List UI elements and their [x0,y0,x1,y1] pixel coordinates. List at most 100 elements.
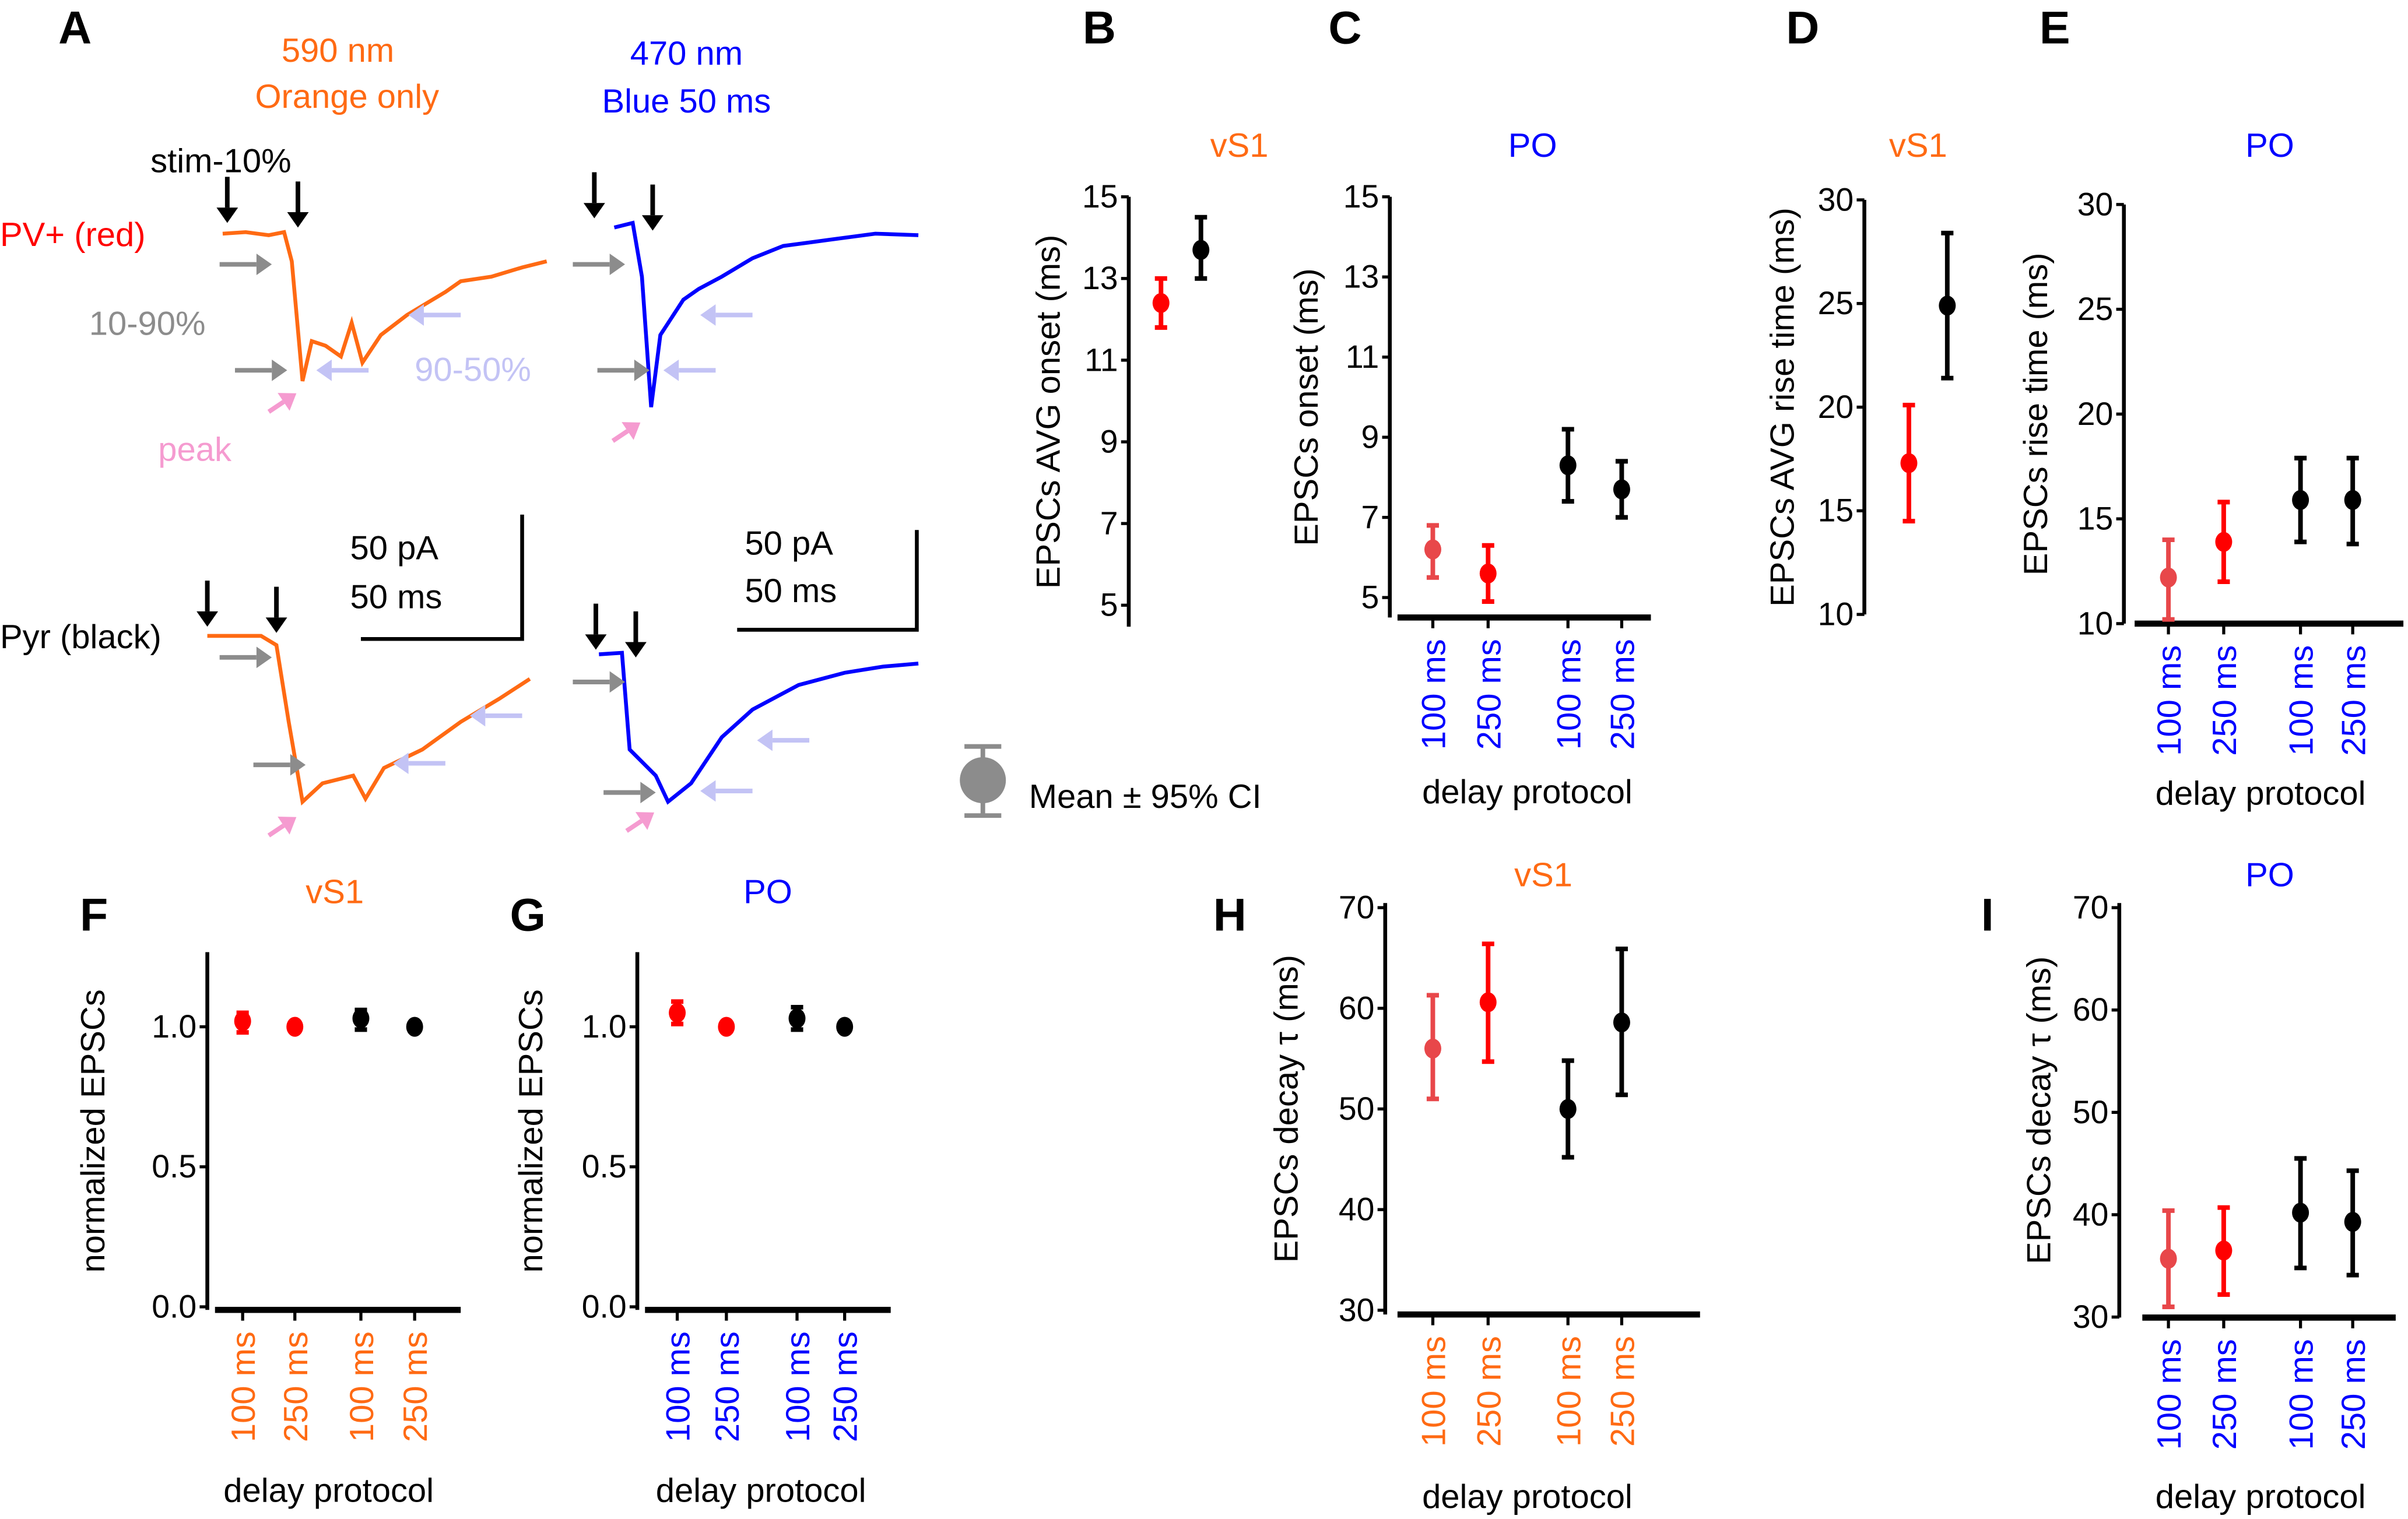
decay-arrow-icon [663,359,716,381]
data-point [2160,537,2177,622]
data-point [1424,523,1441,580]
x-axis-label: delay protocol [2156,1478,2366,1516]
data-point [1939,230,1956,381]
blue-title-wavelength: 470 nm [630,35,743,72]
x-tick-label: 100 ms [2151,645,2188,756]
x-tick-label: 250 ms [2335,645,2372,756]
panel-letter: D [1786,1,1819,53]
arrow-head [196,611,219,627]
annotation-arrows [196,172,810,838]
mean-marker [2292,1202,2309,1223]
mean-marker [1192,240,1210,260]
y-tick-label: 50 [1339,1091,1375,1127]
mean-marker [1559,1099,1577,1119]
data-point [2344,455,2361,547]
x-tick-label: 250 ms [709,1331,746,1442]
decay-arrow-icon [408,304,461,326]
data-point [1613,459,1630,520]
y-tick-label: 1.0 [152,1008,196,1045]
data-point [286,1017,304,1037]
scale-bar-amplitude-1: 50 pA [350,529,439,567]
x-tick-label: 100 ms [2283,645,2321,756]
trace-pv-blue [613,220,919,407]
y-axis-label: EPSCs rise time (ms) [2017,253,2055,576]
rise-arrow-icon [573,671,626,693]
trace-pyr-orange [207,634,531,806]
arrow-head [663,359,679,381]
rise-arrow-icon [253,754,306,776]
data-point [1613,947,1630,1098]
y-tick-label: 0.0 [582,1288,627,1324]
y-tick-label: 30 [2077,186,2114,222]
arrow-head [700,780,716,802]
mean-marker [2160,567,2177,588]
data-point [234,1010,251,1035]
panel-letter: H [1213,889,1247,941]
y-tick-label: 15 [1343,178,1379,215]
x-tick-label: 100 ms [1550,1336,1588,1447]
arrow-head [287,212,309,228]
rise-arrow-icon [573,254,626,275]
y-tick-label: 40 [1339,1191,1375,1228]
data-point [1559,427,1577,504]
legend: Mean ± 95% CI [960,744,1262,818]
panel-letter: G [510,889,545,941]
y-axis-label: EPSCs decay τ (ms) [1268,955,1305,1263]
scale-bar-1 [360,514,524,641]
y-tick-label: 60 [2073,991,2109,1028]
legend-marker-icon [960,744,1006,818]
data-point [406,1017,423,1037]
mean-marker [2344,490,2361,510]
y-axis-label: EPSCs AVG rise time (ms) [1764,208,1801,607]
decay-arrow-icon [469,705,522,727]
arrow-shaft [625,819,643,833]
arrow-head [408,304,424,326]
legend-label: Mean ± 95% CI [1029,778,1262,815]
panel-title: PO [743,873,792,910]
y-tick-label: 0.0 [152,1288,196,1324]
data-point [2292,455,2309,544]
y-tick-label: 20 [2077,396,2114,432]
y-tick-label: 15 [1082,178,1118,215]
x-tick-label: 100 ms [225,1331,262,1442]
x-tick-label: 250 ms [1470,1336,1508,1447]
panel-title: vS1 [1514,856,1572,894]
panel-title: vS1 [1889,127,1947,164]
stim-label: stim-10% [150,143,291,180]
y-axis-label: EPSCs decay τ (ms) [2020,957,2058,1264]
arrow-head [585,634,607,650]
data-point [2215,1205,2233,1297]
y-tick-label: 7 [1100,505,1118,542]
y-tick-label: 11 [1084,342,1118,378]
arrow-head [256,646,272,669]
arrow-head [609,254,626,275]
panel-title: PO [1508,127,1557,164]
y-axis-label: EPSCs onset (ms) [1288,268,1325,546]
arrow-shaft [267,400,285,414]
y-tick-label: 70 [2073,889,2109,926]
arrow-head [256,254,272,275]
mean-marker [1613,1012,1630,1033]
stim-arrow-icon [265,586,287,633]
arrow-head [290,754,306,776]
mean-marker [1559,455,1577,476]
trace-pyr-blue [599,651,919,805]
x-tick-label: 250 ms [1604,1336,1641,1447]
peak-label: peak [158,431,232,469]
y-axis-label: normalized EPSCs [513,989,550,1272]
arrow-head [757,729,773,751]
data-point [2344,1168,2361,1278]
y-tick-label: 11 [1346,339,1379,375]
y-tick-label: 0.5 [152,1148,196,1184]
mean-marker [1939,296,1956,316]
arrow-head [469,705,486,727]
x-tick-label: 100 ms [2151,1339,2188,1450]
mean-marker [286,1017,304,1037]
stim-arrow-icon [287,181,309,228]
mean-marker [2215,1240,2233,1261]
x-tick-label: 250 ms [2206,645,2244,756]
arrow-head [609,671,626,693]
y-tick-label: 7 [1361,499,1379,535]
x-tick-label: 100 ms [343,1331,381,1442]
